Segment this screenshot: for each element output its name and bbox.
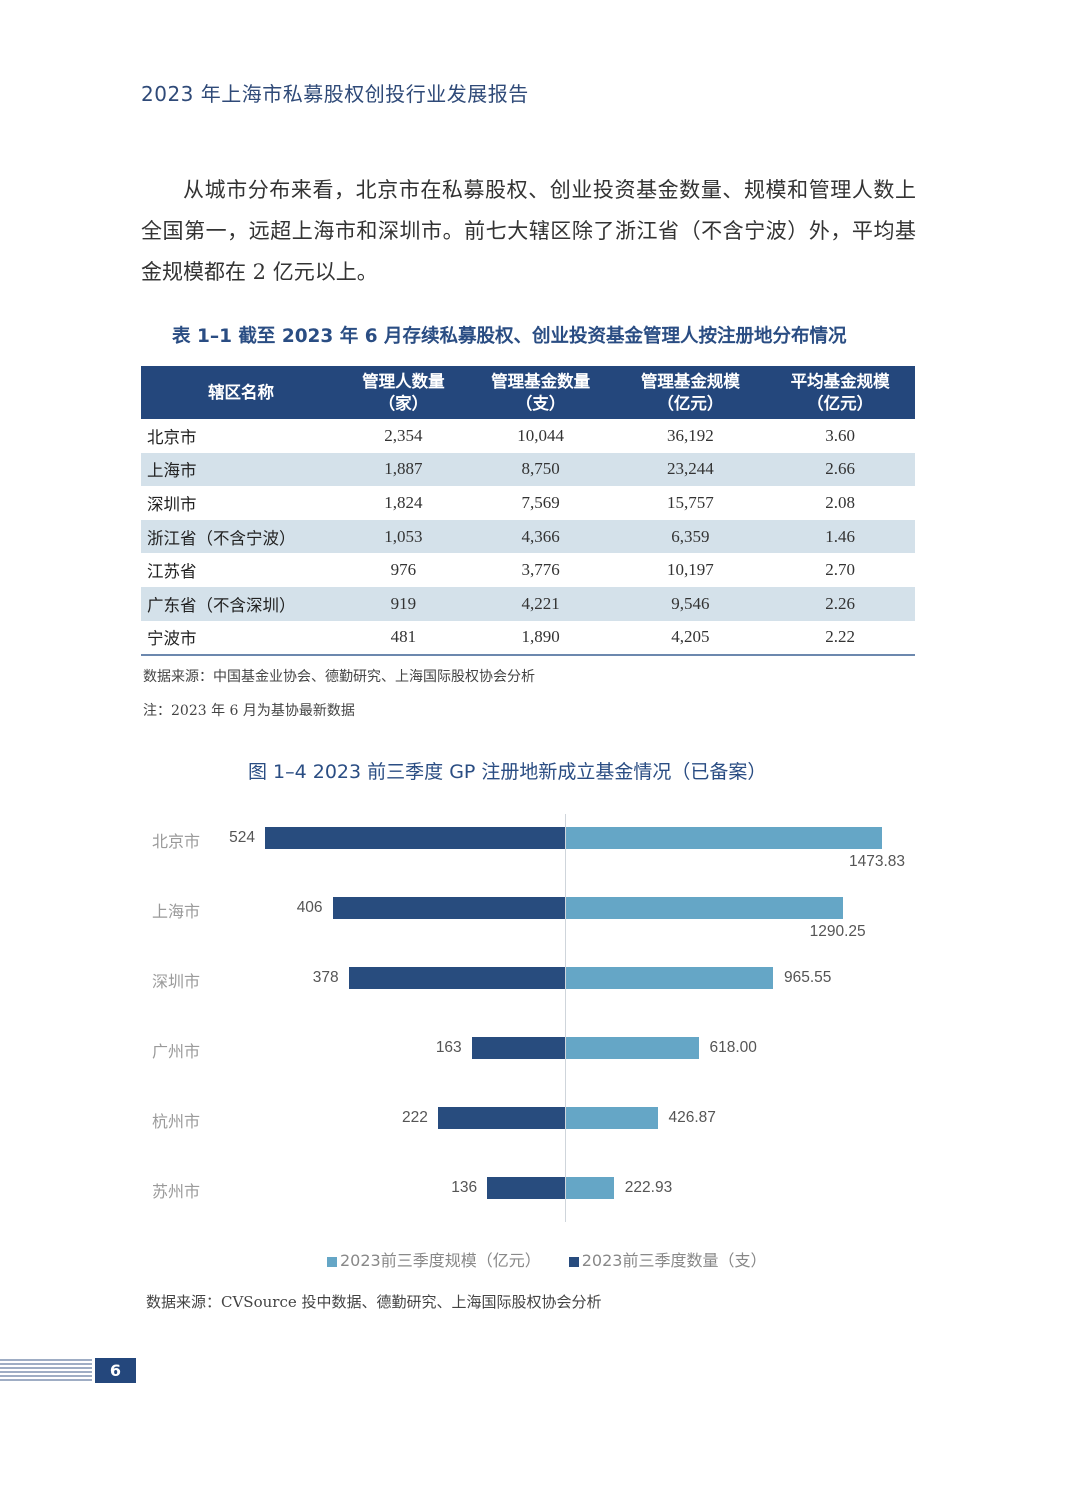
cell-avg-scale: 3.60 <box>825 425 855 445</box>
bar-scale <box>566 967 774 989</box>
cell-avg-scale: 2.26 <box>765 586 915 621</box>
cell-fund-count: 7,569 <box>521 492 560 512</box>
bar-count <box>487 1177 565 1199</box>
legend-swatch-light-icon <box>327 1256 337 1267</box>
diverging-bar-chart: 北京市 524 1473.83 上海市 406 1290.25 深圳市 378 965.55 广州… <box>0 800 1080 1240</box>
cell-fund-count: 4,366 <box>465 519 616 554</box>
bar-scale-label: 222.93 <box>624 1179 673 1196</box>
legend-swatch-dark-icon <box>568 1256 579 1267</box>
cell-region: 广东省（不含深圳） <box>141 586 341 621</box>
header-manager-count: 管理人数量 （家） <box>341 366 466 419</box>
category-label: 北京市 <box>152 832 201 851</box>
category-label: 上海市 <box>152 902 201 921</box>
cell-manager-count: 1,824 <box>384 492 423 512</box>
figure-caption: 图 1–4 2023 前三季度 GP 注册地新成立基金情况（已备案） <box>248 761 767 783</box>
bar-count <box>348 967 565 989</box>
figure-source-note: 数据来源：CVSource 投中数据、德勤研究、上海国际股权协会分析 <box>146 1293 602 1311</box>
category-label: 杭州市 <box>152 1112 201 1131</box>
cell-fund-scale: 6,359 <box>615 519 766 554</box>
cell-fund-scale: 4,205 <box>615 620 766 657</box>
running-header-title: 2023 年上海市私募股权创投行业发展报告 <box>141 82 529 106</box>
cell-fund-scale: 23,244 <box>615 452 766 487</box>
cell-fund-scale: 36,192 <box>667 425 714 445</box>
bar-count <box>265 827 565 849</box>
page-number: 6 <box>95 1358 136 1383</box>
category-label: 深圳市 <box>152 972 201 991</box>
bar-count-label: 136 <box>451 1179 478 1196</box>
table-row: 宁波市 481 1,890 4,205 2.22 <box>141 620 915 657</box>
cell-avg-scale: 1.46 <box>765 519 915 554</box>
table-caption: 表 1–1 截至 2023 年 6 月存续私募股权、创业投资基金管理人按注册地分… <box>172 326 847 347</box>
header-avg-scale: 平均基金规模 （亿元） <box>765 366 915 419</box>
bar-count-label: 163 <box>435 1039 462 1056</box>
bar-count-label: 406 <box>296 899 323 916</box>
bar-count <box>437 1107 565 1129</box>
header-fund-scale: 管理基金规模 （亿元） <box>615 366 766 419</box>
cell-fund-scale: 9,546 <box>615 586 766 621</box>
cell-fund-count: 3,776 <box>521 560 560 580</box>
chart-legend: 2023前三季度规模（亿元） 2023前三季度数量（支） <box>327 1247 766 1271</box>
bar-scale-label: 618.00 <box>709 1039 757 1056</box>
bar-scale <box>566 1107 658 1129</box>
category-label: 苏州市 <box>152 1182 201 1201</box>
cell-manager-count: 481 <box>341 620 466 657</box>
bar-count-label: 524 <box>229 829 255 846</box>
table-row: 深圳市 1,824 7,569 15,757 2.08 <box>141 486 915 520</box>
cell-region: 宁波市 <box>141 620 341 657</box>
bar-count-label: 378 <box>312 969 339 986</box>
cell-fund-count: 10,044 <box>517 425 565 445</box>
bar-scale <box>566 827 882 849</box>
bar-scale-label: 965.55 <box>784 969 832 986</box>
table-row: 浙江省（不含宁波） 1,053 4,366 6,359 1.46 <box>141 519 915 554</box>
cell-manager-count: 1,053 <box>341 519 466 554</box>
bar-scale <box>566 1037 699 1059</box>
cell-region: 江苏省 <box>147 562 197 582</box>
legend-item-scale: 2023前三季度规模（亿元） <box>327 1247 541 1271</box>
table-footnote: 注：2023 年 6 月为基协最新数据 <box>143 703 355 719</box>
bar-scale-label: 426.87 <box>668 1109 716 1126</box>
body-paragraph: 从城市分布来看，北京市在私募股权、创业投资基金数量、规模和管理人数上全国第一，远… <box>141 178 916 284</box>
bar-scale-label: 1473.83 <box>848 853 905 870</box>
cell-avg-scale: 2.08 <box>825 492 855 512</box>
cell-region: 北京市 <box>147 427 197 447</box>
category-label: 广州市 <box>152 1042 201 1061</box>
cell-fund-count: 8,750 <box>465 452 616 487</box>
cell-manager-count: 919 <box>341 586 466 621</box>
header-region: 辖区名称 <box>141 366 341 419</box>
bar-scale-label: 1290.25 <box>809 923 866 940</box>
footer-stripes <box>0 1359 92 1383</box>
cell-avg-scale: 2.22 <box>765 620 915 657</box>
bar-count <box>332 897 565 919</box>
cell-region: 浙江省（不含宁波） <box>141 519 341 554</box>
cell-fund-count: 1,890 <box>465 620 616 657</box>
table-source-note: 数据来源：中国基金业协会、德勤研究、上海国际股权协会分析 <box>143 669 535 685</box>
bar-count-label: 222 <box>402 1109 428 1126</box>
legend-item-count: 2023前三季度数量（支） <box>568 1247 766 1271</box>
cell-manager-count: 1,887 <box>341 452 466 487</box>
header-fund-count: 管理基金数量 （支） <box>465 366 616 419</box>
table-row: 上海市 1,887 8,750 23,244 2.66 <box>141 452 915 487</box>
cell-region: 深圳市 <box>147 494 197 514</box>
cell-fund-count: 4,221 <box>465 586 616 621</box>
table-row: 北京市 2,354 10,044 36,192 3.60 <box>141 419 915 453</box>
distribution-table: 辖区名称 管理人数量 （家） 管理基金数量 （支） 管理基金规模 （亿元） 平均基金规… <box>141 366 915 657</box>
chart-center-axis <box>565 814 566 1222</box>
cell-fund-scale: 15,757 <box>667 492 714 512</box>
cell-avg-scale: 2.66 <box>765 452 915 487</box>
table-row: 广东省（不含深圳） 919 4,221 9,546 2.26 <box>141 586 915 621</box>
table-row: 江苏省 976 3,776 10,197 2.70 <box>141 553 915 587</box>
bar-count <box>471 1037 565 1059</box>
cell-region: 上海市 <box>141 452 341 487</box>
cell-avg-scale: 2.70 <box>825 560 855 580</box>
bar-scale <box>566 897 843 919</box>
bar-scale <box>566 1177 614 1199</box>
cell-manager-count: 976 <box>390 560 417 580</box>
cell-manager-count: 2,354 <box>384 425 423 445</box>
table-header-row: 辖区名称 管理人数量 （家） 管理基金数量 （支） 管理基金规模 （亿元） 平均基金规… <box>141 366 915 419</box>
cell-fund-scale: 10,197 <box>667 560 714 580</box>
